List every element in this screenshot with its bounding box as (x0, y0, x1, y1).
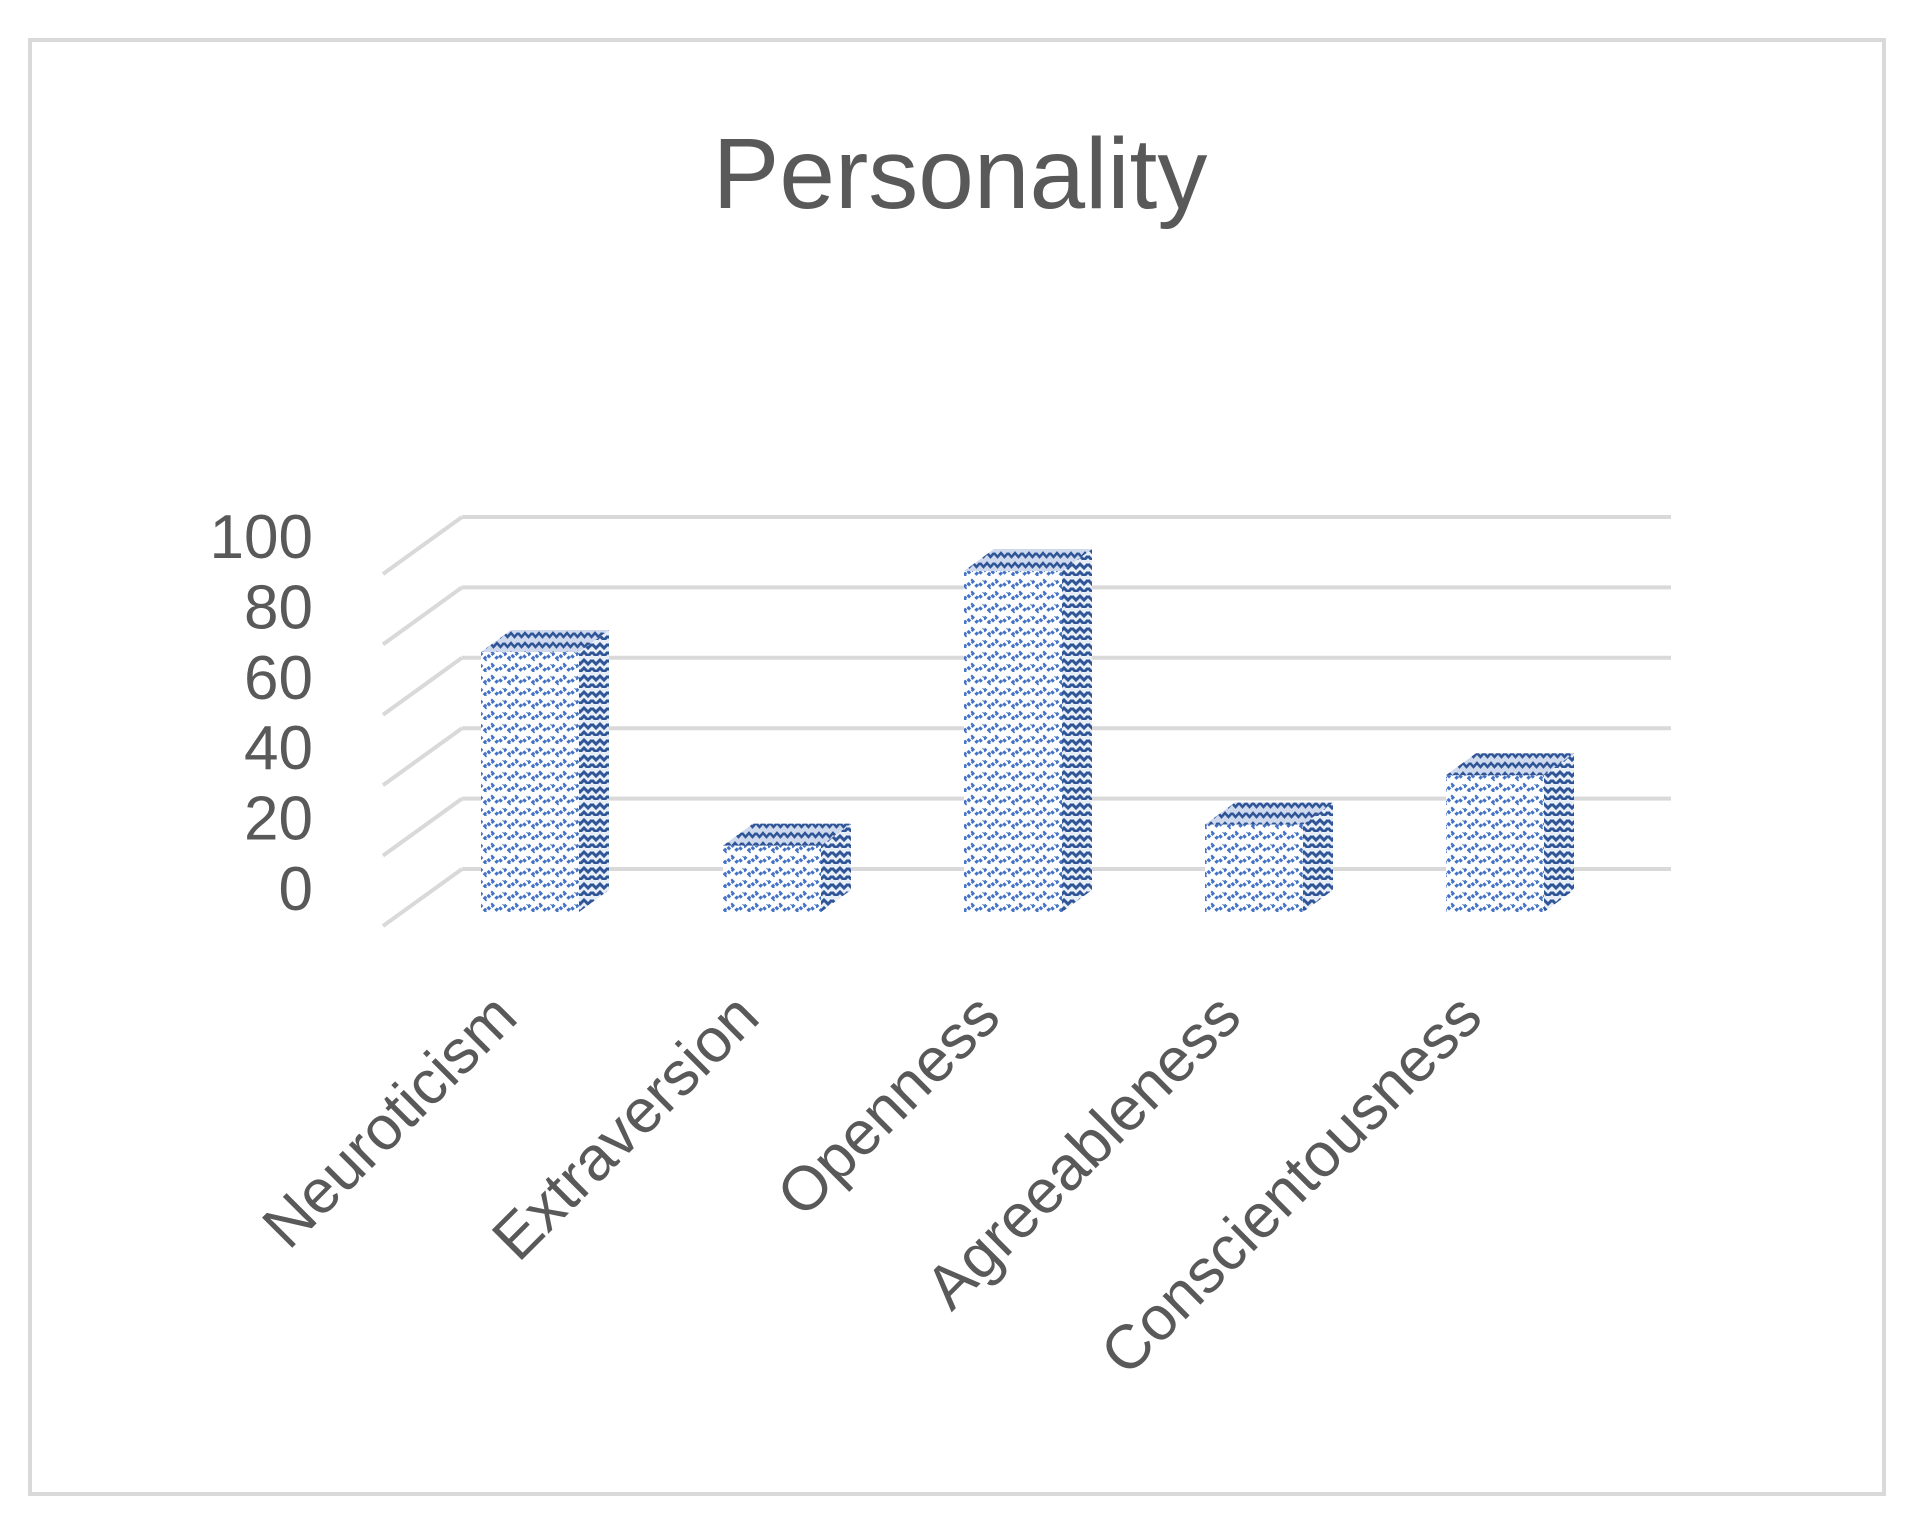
bar-front-face (964, 571, 1062, 912)
y-tick-label: 40 (244, 714, 313, 783)
bar-top-face (481, 630, 609, 652)
x-axis-category-labels: NeuroticismExtraversionOpennessAgreeable… (250, 981, 1495, 1388)
y-tick-label: 80 (244, 573, 313, 642)
bars (481, 549, 1574, 912)
bar-conscientousness (1446, 753, 1574, 912)
y-tick-label: 0 (279, 855, 313, 924)
bar-side-face (1544, 753, 1574, 912)
bar-top-face (964, 549, 1092, 572)
bar-front-face (1205, 824, 1303, 912)
y-tick-label: 20 (244, 785, 313, 854)
bar-top-face (1205, 802, 1333, 825)
bar-side-face (1062, 549, 1092, 912)
chart-frame (28, 38, 1886, 1496)
bar-side-face (821, 823, 851, 912)
bar-agreeableness (1205, 802, 1333, 912)
bar-top-face (1446, 753, 1574, 776)
chart-title: Personality (713, 118, 1208, 230)
y-tick-label: 60 (244, 644, 313, 713)
bar-neuroticism (481, 630, 609, 912)
bar-side-face (579, 630, 609, 912)
bar-side-face (1303, 802, 1333, 912)
bar-front-face (723, 845, 821, 912)
bar-front-face (481, 652, 579, 912)
y-tick-label: 100 (210, 503, 313, 572)
bar-front-face (1446, 775, 1544, 912)
bar-top-face (723, 823, 851, 846)
bar-openness (964, 549, 1092, 912)
gridline (381, 515, 1671, 576)
bar-extraversion (723, 823, 851, 912)
x-category-label: Openness (764, 981, 1013, 1230)
